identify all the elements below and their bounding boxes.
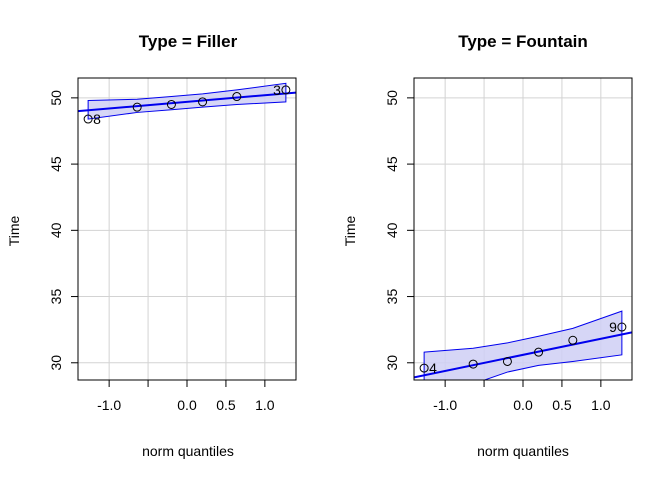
point-label: 8 [93, 111, 101, 127]
data-point [281, 85, 291, 95]
plot-area: 83 [78, 78, 296, 380]
data-point [198, 97, 208, 107]
x-tick-label: 0.0 [513, 397, 533, 413]
point-label: 9 [609, 319, 617, 335]
y-tick-label: 35 [384, 289, 400, 305]
data-point [83, 114, 93, 124]
confidence-band [423, 310, 623, 380]
y-tick-label: 40 [384, 222, 400, 238]
y-tick-label: 30 [48, 355, 64, 371]
y-axis-label: Time [6, 215, 22, 246]
x-tick-label: 1.0 [591, 397, 611, 413]
x-tick-label: -1.0 [433, 397, 457, 413]
data-point [232, 92, 242, 102]
data-point [502, 356, 512, 366]
x-tick-label: 1.0 [255, 397, 275, 413]
y-tick-label: 30 [384, 355, 400, 371]
y-tick-label: 45 [48, 156, 64, 172]
x-tick-label: 0.5 [216, 397, 236, 413]
point-label: 4 [429, 360, 437, 376]
x-tick-label: 0.0 [177, 397, 197, 413]
fit-line [414, 331, 632, 379]
x-tick-label: 0.5 [552, 397, 572, 413]
y-tick-label: 50 [384, 90, 400, 106]
x-tick-label: -1.0 [97, 397, 121, 413]
panel-title: Type = Filler [139, 32, 238, 51]
x-axis-label: norm quantiles [477, 443, 569, 459]
panel-fountain: Type = Fountain Time norm quantiles 49-1… [342, 32, 633, 459]
data-point [166, 99, 176, 109]
y-tick-label: 45 [384, 156, 400, 172]
data-point [468, 359, 478, 369]
data-point [132, 102, 142, 112]
y-tick-label: 40 [48, 222, 64, 238]
data-point [534, 347, 544, 357]
fit-line [78, 91, 296, 113]
data-point [419, 363, 429, 373]
point-label: 3 [273, 82, 281, 98]
x-axis-label: norm quantiles [142, 443, 234, 459]
panel-filler: Type = Filler Time norm quantiles 83-1.0… [6, 32, 297, 459]
y-tick-label: 35 [48, 289, 64, 305]
y-axis-label: Time [342, 215, 358, 246]
panel-title: Type = Fountain [458, 32, 588, 51]
data-point [617, 322, 627, 332]
y-tick-label: 50 [48, 90, 64, 106]
data-point [568, 335, 578, 345]
plot-area: 49 [414, 78, 632, 380]
